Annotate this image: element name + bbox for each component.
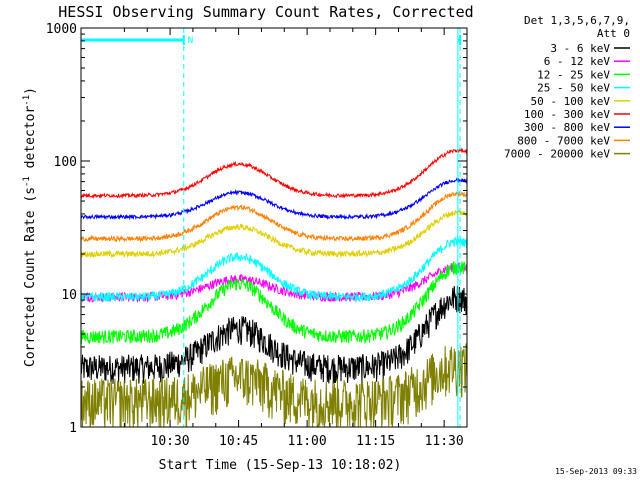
tick-layer: 10:30 10:45 11:00 11:15 11:30 1 10 100 1000 bbox=[46, 22, 468, 449]
legend-label: 800 - 7000 keV bbox=[517, 134, 610, 147]
legend-label: 100 - 300 keV bbox=[524, 108, 610, 121]
legend-label: 3 - 6 keV bbox=[550, 42, 610, 55]
series-line-2 bbox=[80, 262, 468, 304]
legend-label: 50 - 100 keV bbox=[531, 95, 611, 108]
x-tick-label: 10:45 bbox=[219, 434, 258, 449]
series-layer bbox=[80, 147, 468, 428]
series-line-1 bbox=[80, 285, 468, 384]
legend-label: 12 - 25 keV bbox=[537, 68, 610, 81]
x-tick-label: 10:30 bbox=[151, 434, 190, 449]
legend-label: 300 - 800 keV bbox=[524, 121, 610, 134]
y-axis-label-mid: detector bbox=[23, 106, 38, 177]
y-axis-label-main: Corrected Count Rate (s bbox=[23, 187, 38, 367]
series-line-6 bbox=[80, 147, 468, 200]
y-tick-label: 1 bbox=[69, 421, 77, 436]
timestamp: 15-Sep-2013 09:33 bbox=[555, 467, 637, 476]
series-line-3 bbox=[80, 261, 468, 345]
legend-label: 7000 - 20000 keV bbox=[504, 148, 610, 161]
y-tick-label: 100 bbox=[54, 155, 77, 170]
interval-marker-label: N bbox=[188, 36, 193, 46]
x-tick-label: 11:15 bbox=[356, 434, 395, 449]
legend-label: 25 - 50 keV bbox=[537, 82, 610, 95]
y-tick-label: 1000 bbox=[46, 22, 77, 37]
y-axis-label-sup1: -1 bbox=[22, 176, 32, 187]
series-line-5 bbox=[80, 209, 468, 259]
legend-header-line2: Att 0 bbox=[597, 27, 630, 40]
y-tick-label: 10 bbox=[61, 288, 77, 303]
y-axis-label-end: ) bbox=[23, 87, 38, 95]
series-line-8 bbox=[80, 189, 468, 243]
x-tick-label: 11:00 bbox=[288, 434, 327, 449]
plot-frame bbox=[80, 27, 468, 428]
y-axis-label: Corrected Count Rate (s-1 detector-1) bbox=[22, 87, 38, 367]
x-tick-label: 11:30 bbox=[425, 434, 464, 449]
series-line-4 bbox=[80, 235, 468, 304]
y-axis-label-sup2: -1 bbox=[22, 95, 32, 106]
series-line-7 bbox=[80, 177, 468, 221]
legend-label: 6 - 12 keV bbox=[544, 55, 611, 68]
chart-title: HESSI Observing Summary Count Rates, Cor… bbox=[58, 3, 473, 21]
legend-header-line1: Det 1,3,5,6,7,9, bbox=[524, 14, 630, 27]
x-axis-label: Start Time (15-Sep-13 10:18:02) bbox=[159, 458, 402, 473]
series-line-9 bbox=[80, 343, 468, 428]
